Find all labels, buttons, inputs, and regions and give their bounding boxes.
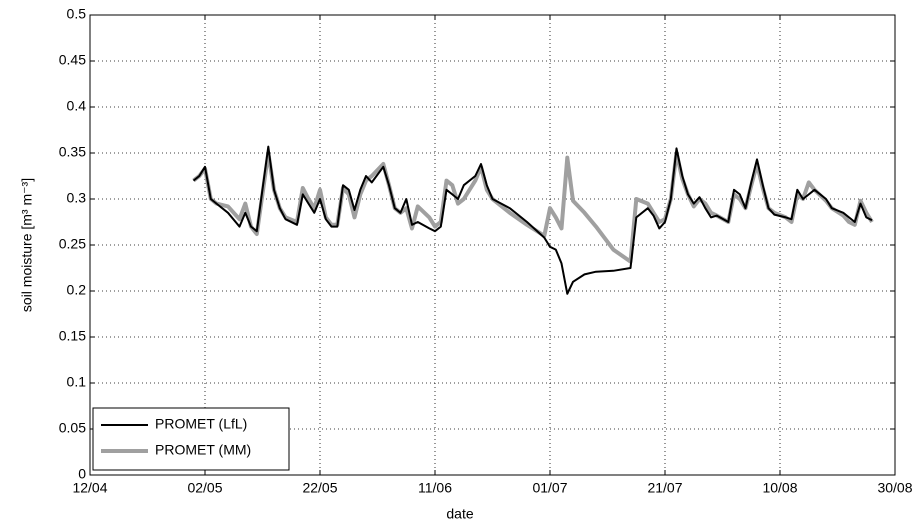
data-line xyxy=(192,145,873,295)
y-axis-label: soil moisture [m³ m⁻³] xyxy=(19,178,35,312)
y-tick-label: 0.45 xyxy=(59,52,86,68)
legend-box xyxy=(92,407,290,471)
y-tick-label: 0.25 xyxy=(59,236,86,252)
y-tick-label: 0.5 xyxy=(67,6,87,22)
y-tick-label: 0.35 xyxy=(59,144,86,160)
y-tick-label: 0.2 xyxy=(67,282,87,298)
x-axis-label: date xyxy=(446,506,473,522)
x-tick-label: 21/07 xyxy=(647,480,682,496)
x-tick-label: 22/05 xyxy=(302,480,337,496)
x-tick-label: 10/08 xyxy=(762,480,797,496)
y-tick-label: 0.1 xyxy=(67,374,87,390)
plot-frame xyxy=(89,14,896,476)
legend-label: PROMET (LfL) xyxy=(155,416,247,432)
legend-label: PROMET (MM) xyxy=(155,442,251,458)
x-tick-label: 12/04 xyxy=(72,480,107,496)
x-tick-label: 01/07 xyxy=(532,480,567,496)
y-tick-label: 0.15 xyxy=(59,328,86,344)
y-tick-label: 0 xyxy=(78,466,86,482)
y-tick-label: 0.3 xyxy=(67,190,87,206)
y-tick-label: 0.05 xyxy=(59,420,86,436)
x-tick-label: 30/08 xyxy=(877,480,912,496)
y-tick-label: 0.4 xyxy=(67,98,87,114)
x-tick-label: 11/06 xyxy=(418,480,452,496)
x-tick-label: 02/05 xyxy=(187,480,222,496)
